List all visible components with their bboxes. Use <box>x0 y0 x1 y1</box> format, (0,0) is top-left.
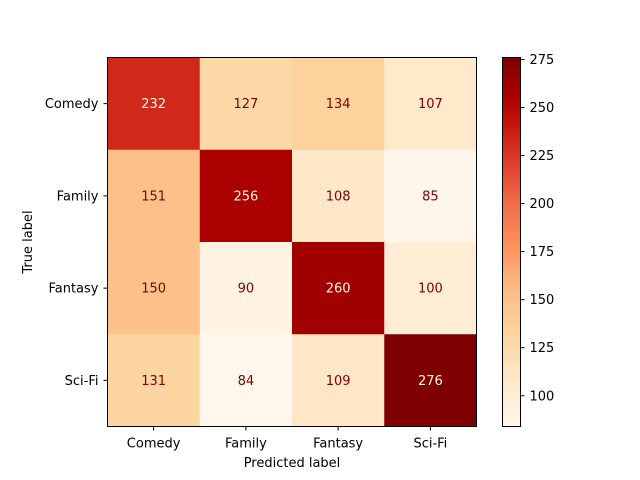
heatmap-cell <box>292 149 385 243</box>
cell-value-label: 107 <box>418 97 443 112</box>
cell-value-labels: 232 127 134 107 151 256 108 85 150 90 260 100 131 84 1… <box>141 97 443 389</box>
heatmap-cell <box>384 57 477 151</box>
heatmap-cell <box>199 149 293 243</box>
cell-value-label: 127 <box>233 97 258 112</box>
heatmap-cell <box>292 334 385 427</box>
cell-value-label: 256 <box>233 189 258 204</box>
colorbar-ticks: 100 125 150 175 200 225 250 275 <box>520 53 555 404</box>
colorbar-tick-label: 225 <box>530 149 555 164</box>
x-tick-label: Comedy <box>127 437 181 452</box>
cell-value-label: 90 <box>238 282 255 297</box>
cell-value-label: 108 <box>326 189 351 204</box>
x-tick-label: Family <box>225 437 267 452</box>
cell-value-label: 150 <box>141 282 166 297</box>
x-axis-ticks: Comedy Family Fantasy Sci-Fi <box>127 426 447 452</box>
heatmap-cells <box>107 57 477 427</box>
heatmap-cell <box>292 242 385 335</box>
heatmap-cell <box>199 334 293 427</box>
y-tick-label: Fantasy <box>48 282 98 297</box>
y-tick-label: Family <box>57 189 99 204</box>
y-tick-label: Comedy <box>45 97 99 112</box>
colorbar-tick-label: 150 <box>530 293 555 308</box>
cell-value-label: 100 <box>418 282 443 297</box>
cell-value-label: 85 <box>422 189 439 204</box>
colorbar-tick-label: 250 <box>530 101 555 116</box>
cell-value-label: 131 <box>141 374 166 389</box>
heatmap-cell <box>107 149 201 243</box>
cell-value-label: 109 <box>326 374 351 389</box>
colorbar-tick-label: 275 <box>530 53 555 68</box>
heatmap-cell <box>199 242 293 335</box>
cell-value-label: 134 <box>326 97 351 112</box>
heatmap-cell <box>384 242 477 335</box>
colorbar-tick-label: 175 <box>530 245 555 260</box>
cell-value-label: 276 <box>418 374 443 389</box>
heatmap-cell <box>292 57 385 151</box>
colorbar-tick-label: 200 <box>530 197 555 212</box>
heatmap-cell <box>199 57 293 151</box>
y-tick-label: Sci-Fi <box>65 374 99 389</box>
heatmap-cell <box>107 242 201 335</box>
x-axis-label: Predicted label <box>244 456 341 471</box>
cell-value-label: 84 <box>238 374 255 389</box>
y-axis-label: True label <box>21 210 36 274</box>
plot-frame <box>107 57 477 427</box>
colorbar-tick-label: 125 <box>530 341 555 356</box>
x-tick-label: Sci-Fi <box>413 437 447 452</box>
cell-value-label: 260 <box>326 282 351 297</box>
heatmap-cell <box>107 334 201 427</box>
colorbar <box>502 57 521 427</box>
colorbar-tick-label: 100 <box>530 389 555 404</box>
heatmap-cell <box>107 57 201 151</box>
y-axis-ticks: Comedy Family Fantasy Sci-Fi <box>45 97 108 389</box>
heatmap-cell <box>384 149 477 243</box>
x-tick-label: Fantasy <box>313 437 363 452</box>
cell-value-label: 232 <box>141 97 166 112</box>
heatmap-cell <box>384 334 477 427</box>
cell-value-label: 151 <box>141 189 166 204</box>
